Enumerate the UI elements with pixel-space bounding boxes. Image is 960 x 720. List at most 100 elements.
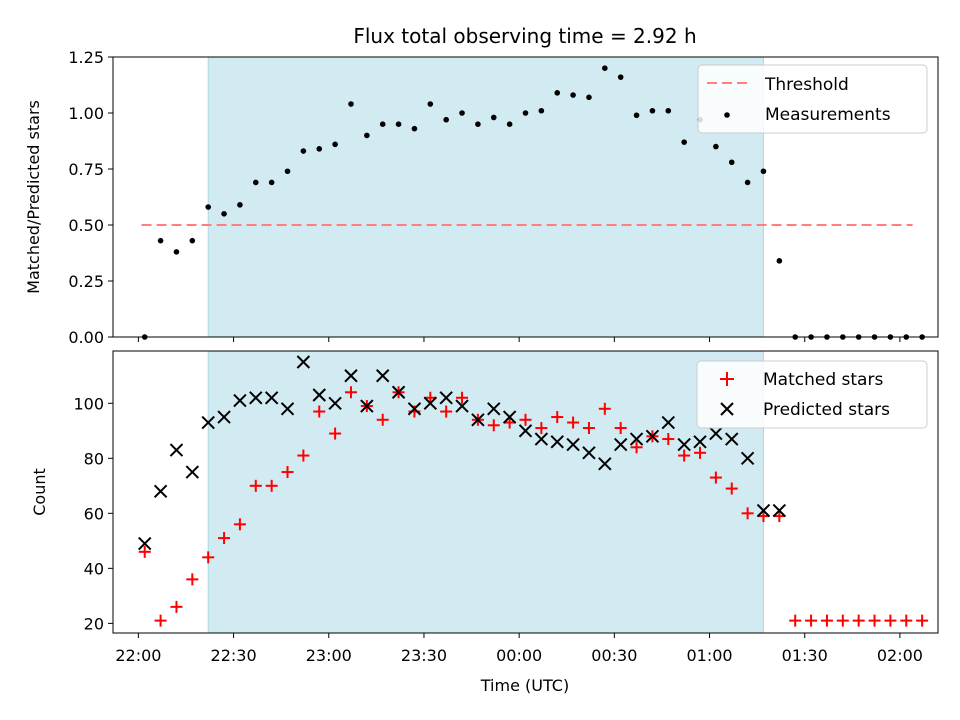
bottom-x-ticks: 22:00 22:30 23:00 23:30 00:00 00:30 01:00 01:30… xyxy=(115,633,923,665)
x-tick-label: 01:30 xyxy=(782,646,828,665)
x-axis-label: Time (UTC) xyxy=(480,676,569,695)
measurement-point xyxy=(728,159,735,166)
predicted-star-point xyxy=(296,355,311,369)
predicted-legend-label: Predicted stars xyxy=(763,400,890,420)
measurement-point xyxy=(284,168,291,175)
measurement-point xyxy=(554,90,561,96)
matched-star-point xyxy=(202,551,215,564)
y-tick-label: 80 xyxy=(84,449,104,468)
predicted-star-point xyxy=(740,451,755,466)
matched-star-point xyxy=(170,600,183,613)
bottom-axes-frame xyxy=(112,350,939,634)
measurement-point xyxy=(157,237,164,244)
matched-star-point xyxy=(487,419,500,432)
predicted-star-point xyxy=(185,465,200,479)
matched-star-point xyxy=(249,479,262,492)
matched-star-point xyxy=(773,510,786,523)
matched-star-point xyxy=(281,466,294,479)
predicted-star-point xyxy=(613,437,628,452)
top-y-ticks: 0.00 0.25 0.50 0.75 1.00 1.25 xyxy=(68,48,113,347)
predicted-star-point xyxy=(328,396,342,410)
bottom-markers xyxy=(138,355,929,627)
bottom-y-ticks: 20 40 60 80 100 xyxy=(73,394,113,633)
y-tick-label: 0.50 xyxy=(68,216,104,235)
top-legend: Threshold Measurements xyxy=(697,64,928,134)
predicted-star-point xyxy=(772,503,787,518)
predicted-star-point xyxy=(756,503,771,518)
measurement-point xyxy=(348,101,354,107)
measurement-point xyxy=(332,141,338,148)
x-tick-label: 00:00 xyxy=(496,646,542,665)
measurement-point xyxy=(316,146,323,152)
top-shaded-region xyxy=(208,57,764,337)
predicted-star-point xyxy=(344,369,358,383)
bottom-legend: Matched stars Predicted stars xyxy=(696,360,928,429)
measurement-point xyxy=(379,121,386,127)
predicted-star-point xyxy=(598,457,612,471)
measurement-point xyxy=(475,121,481,127)
matched-star-point xyxy=(884,614,897,627)
top-y-axis-label: Matched/Predicted stars xyxy=(24,100,43,294)
x-tick-label: 23:00 xyxy=(306,646,352,665)
measurement-point xyxy=(760,168,767,175)
matched-star-point xyxy=(741,507,754,520)
predicted-star-point xyxy=(661,415,675,430)
predicted-star-point xyxy=(677,437,691,452)
matched-star-point xyxy=(265,479,278,492)
measurements-legend-swatch xyxy=(724,112,730,118)
predicted-star-point xyxy=(201,415,215,430)
bottom-shaded-region xyxy=(208,351,764,633)
bottom-panel: 20 40 60 80 100 22:00 22:30 23:00 23:30 00:00 00:… xyxy=(30,350,939,695)
y-tick-label: 1.00 xyxy=(68,104,104,123)
measurement-point xyxy=(649,107,656,114)
predicted-star-point xyxy=(534,432,549,446)
y-tick-label: 1.25 xyxy=(68,48,104,67)
matched-star-point xyxy=(598,402,611,415)
measurement-point xyxy=(364,132,370,139)
predicted-star-point xyxy=(629,432,644,446)
matched-star-point xyxy=(709,471,722,484)
top-x-ticks xyxy=(137,337,901,342)
matched-star-point xyxy=(535,422,548,435)
measurement-point xyxy=(443,116,449,123)
matched-star-point xyxy=(916,614,929,627)
measurement-point xyxy=(173,249,180,255)
predicted-star-point xyxy=(360,399,374,413)
predicted-star-point xyxy=(455,399,469,413)
matched-star-point xyxy=(519,413,532,426)
x-tick-label: 22:30 xyxy=(211,646,257,665)
matched-star-point xyxy=(551,411,564,424)
matched-star-point xyxy=(424,391,437,404)
measurement-point xyxy=(633,112,640,119)
predicted-star-point xyxy=(169,443,184,457)
predicted-star-point xyxy=(233,393,247,408)
predicted-star-point xyxy=(217,410,231,424)
matched-star-point xyxy=(329,427,342,440)
measurement-point xyxy=(205,204,211,210)
predicted-star-point xyxy=(693,435,707,449)
matched-star-point xyxy=(297,449,310,462)
measurement-point xyxy=(490,114,497,121)
matched-star-point xyxy=(757,510,770,523)
threshold-legend-label: Threshold xyxy=(764,75,849,95)
matched-star-point xyxy=(805,614,818,627)
x-tick-label: 22:00 xyxy=(115,646,161,665)
matched-star-point xyxy=(456,391,469,404)
measurement-point xyxy=(617,74,624,80)
matched-star-point xyxy=(836,614,849,627)
predicted-star-point xyxy=(407,402,422,416)
y-tick-label: 60 xyxy=(84,504,104,523)
predicted-star-point xyxy=(312,388,326,402)
measurement-point xyxy=(268,179,275,186)
measurement-point xyxy=(602,65,608,71)
predicted-star-point xyxy=(249,391,263,405)
y-tick-label: 20 xyxy=(84,614,104,633)
matched-legend-swatch xyxy=(720,372,734,386)
y-tick-label: 0.00 xyxy=(68,328,104,347)
matched-star-point xyxy=(820,614,833,627)
top-axes-frame xyxy=(112,56,939,338)
matched-star-point xyxy=(233,518,246,531)
matched-star-point xyxy=(900,614,913,627)
matched-star-point xyxy=(789,614,802,627)
